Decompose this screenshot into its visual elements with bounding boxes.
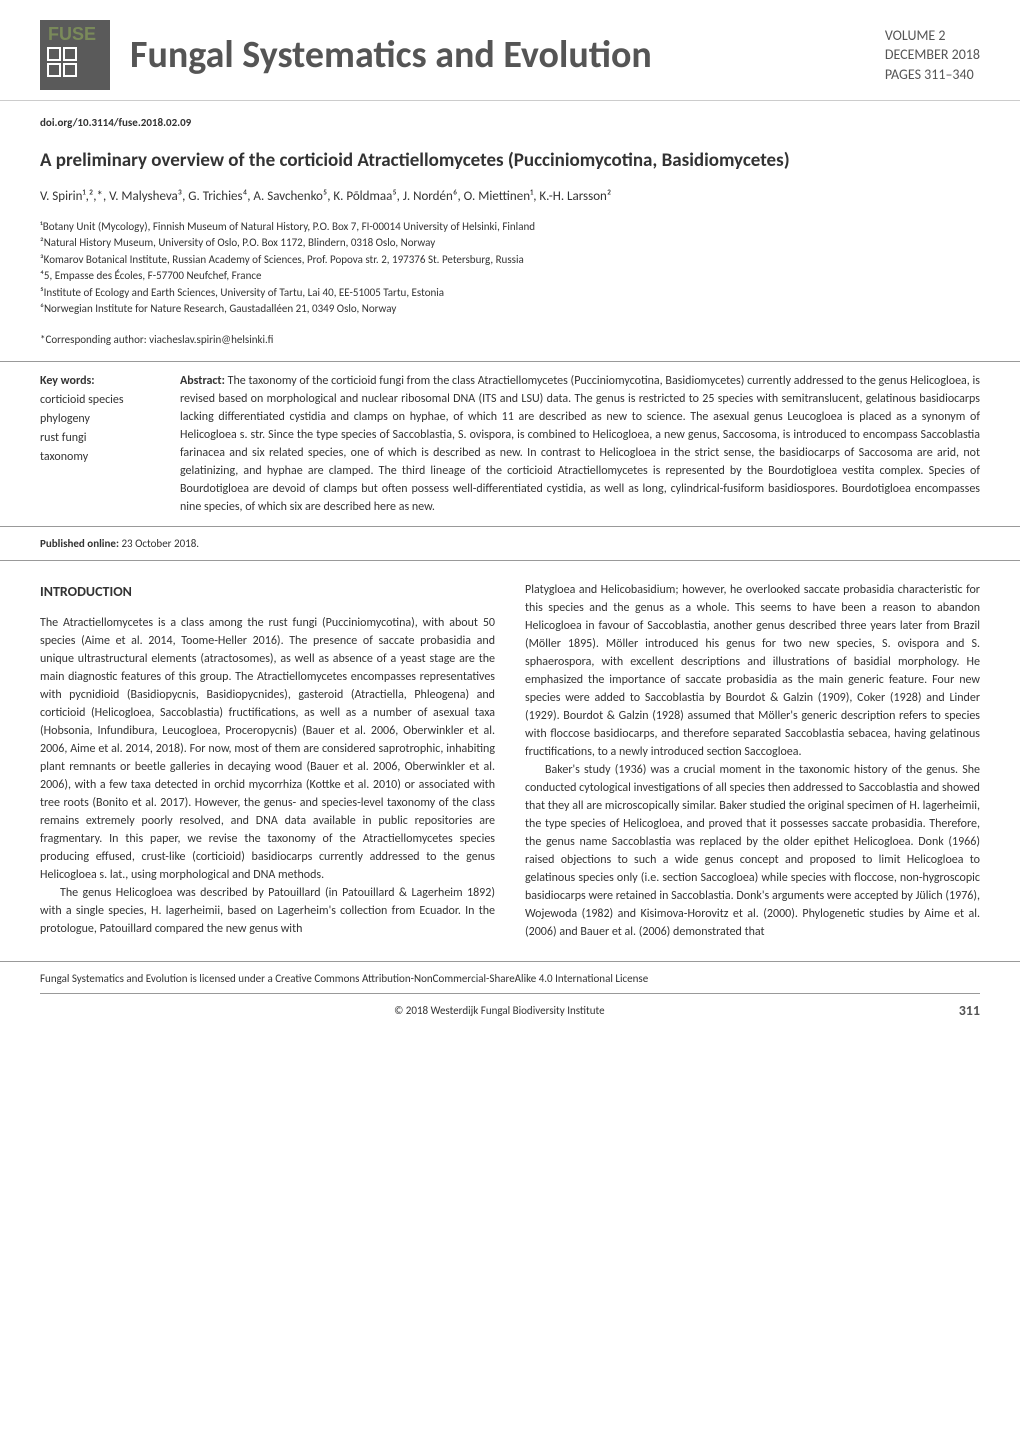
affiliation-6: ⁶Norwegian Institute for Nature Research… — [40, 301, 980, 318]
page-number: 311 — [959, 1002, 980, 1019]
affiliation-4: ⁴5, Empasse des Écoles, F-57700 Neufchef… — [40, 268, 980, 285]
abstract-body: The taxonomy of the corticioid fungi fro… — [180, 374, 980, 514]
affiliation-1: ¹Botany Unit (Mycology), Finnish Museum … — [40, 219, 980, 236]
published-online: Published online: 23 October 2018. — [0, 526, 1020, 561]
left-column: INTRODUCTION The Atractiellomycetes is a… — [40, 581, 495, 941]
corresponding-author: *Corresponding author: viacheslav.spirin… — [0, 333, 1020, 361]
svg-text:FUSE: FUSE — [48, 24, 96, 44]
published-date: 23 October 2018. — [119, 537, 199, 550]
intro-paragraph-3: Platygloea and Helicobasidium; however, … — [525, 581, 980, 761]
license-text: Fungal Systematics and Evolution is lice… — [40, 972, 980, 994]
keywords-column: Key words: corticioid species phylogeny … — [40, 372, 180, 516]
page-range: PAGES 311–340 — [885, 65, 980, 85]
journal-title: Fungal Systematics and Evolution — [130, 32, 885, 78]
affiliations: ¹Botany Unit (Mycology), Finnish Museum … — [0, 219, 1020, 333]
main-content: INTRODUCTION The Atractiellomycetes is a… — [0, 561, 1020, 961]
copyright-row: © 2018 Westerdijk Fungal Biodiversity In… — [40, 994, 980, 1019]
copyright-text: © 2018 Westerdijk Fungal Biodiversity In… — [394, 1004, 604, 1017]
publication-date: DECEMBER 2018 — [885, 45, 980, 65]
affiliation-3: ³Komarov Botanical Institute, Russian Ac… — [40, 252, 980, 269]
keyword-1: corticioid species — [40, 391, 180, 410]
keyword-3: rust fungi — [40, 429, 180, 448]
published-label: Published online: — [40, 537, 119, 550]
keyword-2: phylogeny — [40, 410, 180, 429]
affiliation-2: ²Natural History Museum, University of O… — [40, 235, 980, 252]
article-title: A preliminary overview of the corticioid… — [0, 134, 1020, 189]
authors-list: V. Spirin¹,²,*, V. Malysheva³, G. Trichi… — [0, 189, 1020, 219]
intro-paragraph-4: Baker's study (1936) was a crucial momen… — [525, 761, 980, 941]
doi: doi.org/10.3114/fuse.2018.02.09 — [0, 101, 1020, 134]
abstract-text: Abstract: The taxonomy of the corticioid… — [180, 372, 980, 516]
intro-paragraph-1: The Atractiellomycetes is a class among … — [40, 614, 495, 884]
right-column: Platygloea and Helicobasidium; however, … — [525, 581, 980, 941]
keyword-4: taxonomy — [40, 448, 180, 467]
fuse-logo: FUSE — [40, 20, 110, 90]
introduction-title: INTRODUCTION — [40, 581, 495, 602]
abstract-section: Key words: corticioid species phylogeny … — [0, 361, 1020, 526]
volume-number: VOLUME 2 — [885, 26, 980, 46]
journal-header: FUSE Fungal Systematics and Evolution VO… — [0, 0, 1020, 101]
abstract-label: Abstract: — [180, 374, 225, 388]
intro-paragraph-2: The genus Helicogloea was described by P… — [40, 884, 495, 938]
affiliation-5: ⁵Institute of Ecology and Earth Sciences… — [40, 285, 980, 302]
footer: Fungal Systematics and Evolution is lice… — [0, 961, 1020, 1029]
volume-info: VOLUME 2 DECEMBER 2018 PAGES 311–340 — [885, 26, 980, 85]
keywords-title: Key words: — [40, 372, 180, 391]
